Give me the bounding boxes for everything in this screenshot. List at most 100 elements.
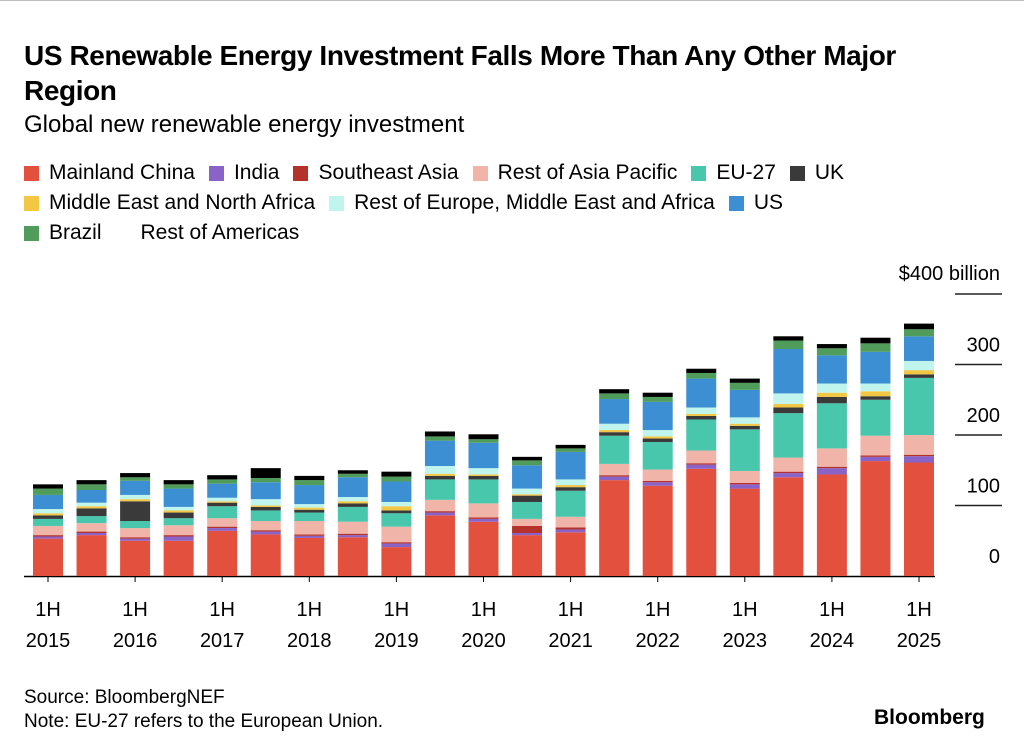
bar-stack — [860, 337, 891, 576]
bar-segment — [294, 512, 325, 522]
bar-segment — [729, 484, 760, 489]
bar-segment — [468, 521, 499, 576]
bar-segment — [599, 399, 630, 424]
bar-segment — [163, 506, 194, 511]
bar-segment — [468, 468, 499, 475]
legend-swatch — [24, 165, 39, 181]
bar-segment — [773, 413, 804, 458]
bar-segment — [381, 543, 412, 548]
legend-item: UK — [789, 158, 844, 188]
bar-stack — [773, 336, 804, 576]
bar-segment — [555, 448, 586, 452]
x-tick-label: 1H — [122, 599, 148, 621]
bar-stack — [337, 470, 368, 576]
bar-segment — [512, 488, 543, 495]
x-tick-label: 1H — [732, 599, 758, 621]
bar-segment — [337, 473, 368, 478]
bar-segment — [76, 489, 107, 503]
x-tick-label: 1H — [35, 599, 61, 621]
bar-segment — [250, 534, 281, 576]
bar-segment — [424, 475, 455, 480]
bar-stack — [120, 473, 151, 576]
bar-segment — [163, 525, 194, 536]
bar-segment — [555, 527, 586, 530]
bar-segment — [337, 470, 368, 474]
bar-segment — [424, 436, 455, 441]
bar-segment — [294, 509, 325, 513]
bar-segment — [860, 456, 891, 462]
bar-segment — [512, 501, 543, 519]
bar-segment — [904, 377, 934, 435]
stacked-bar-chart: $400 billion 300 200 100 0 1H 2015 1H 2016 1H 2017… — [24, 263, 1002, 652]
legend-item: Mainland China — [24, 158, 195, 188]
bar-segment — [555, 444, 586, 449]
bar-segment — [555, 485, 586, 488]
bar-segment — [250, 468, 281, 479]
bar-segment — [860, 351, 891, 384]
bar-segment — [599, 463, 630, 476]
bar-segment — [207, 501, 238, 503]
bar-segment — [381, 547, 412, 576]
bar-segment — [76, 535, 107, 576]
x-tick-label: 1H — [645, 599, 671, 621]
bar-segment — [686, 450, 717, 464]
bar-segment — [773, 348, 804, 394]
bar-segment — [468, 517, 499, 519]
bar-segment — [33, 525, 63, 536]
bar-segment — [773, 407, 804, 414]
y-tick-label: 100 — [967, 476, 1000, 498]
bar-segment — [120, 521, 151, 529]
bar-segment — [337, 506, 368, 522]
bar-segment — [294, 485, 325, 505]
bar-segment — [729, 378, 760, 383]
bar-segment — [76, 506, 107, 509]
bar-segment — [120, 528, 151, 538]
y-tick-label: $400 billion — [899, 263, 1000, 285]
bar-segment — [860, 455, 891, 457]
bar-segment — [512, 495, 543, 502]
bar-segment — [468, 475, 499, 480]
bar-segment — [468, 518, 499, 522]
chart-title: US Renewable Energy Investment Falls Mor… — [24, 40, 896, 106]
bar-segment — [729, 429, 760, 471]
bar-segment — [642, 430, 673, 437]
bar-segment — [163, 518, 194, 526]
bar-segment — [424, 473, 455, 476]
legend-row: Middle East and North Africa Rest of Euro… — [24, 188, 1004, 218]
bar-segment — [686, 407, 717, 414]
bar-segment — [294, 475, 325, 481]
bar-segment — [76, 523, 107, 532]
bar-segment — [33, 536, 63, 539]
legend-item: Brazil — [24, 218, 102, 248]
bar-segment — [816, 355, 847, 384]
bar-segment — [76, 484, 107, 490]
bar-segment — [512, 460, 543, 466]
legend-label: Rest of Americas — [140, 221, 300, 244]
bar-segment — [33, 488, 63, 495]
bar-segment — [816, 474, 847, 576]
bar-segment — [207, 506, 238, 519]
x-tick-label: 1H — [558, 599, 584, 621]
bar-segment — [468, 503, 499, 518]
bar-segment — [555, 479, 586, 486]
bar-segment — [250, 506, 281, 511]
legend-label: Southeast Asia — [318, 161, 459, 184]
bar-stack — [76, 480, 107, 576]
x-tick-label: 2017 — [200, 630, 245, 652]
x-tick-label: 2018 — [287, 630, 332, 652]
bar-segment — [599, 430, 630, 433]
bar-segment — [337, 477, 368, 498]
bar-segment — [599, 435, 630, 464]
bar-segment — [468, 474, 499, 476]
x-tick-label: 2016 — [113, 630, 158, 652]
bar-segment — [207, 483, 238, 498]
bar-segment — [773, 471, 804, 474]
legend-swatch — [728, 195, 744, 211]
bar-segment — [816, 392, 847, 397]
bar-segment — [207, 475, 238, 480]
bloomberg-logo: Bloomberg — [874, 706, 985, 729]
bar-segment — [250, 478, 281, 483]
bar-segment — [904, 454, 934, 457]
bar-segment — [76, 532, 107, 536]
bar-segment — [250, 531, 281, 535]
